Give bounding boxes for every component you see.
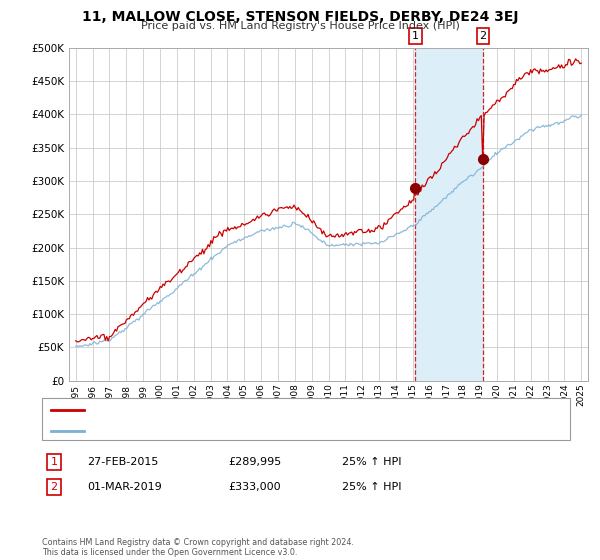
Text: 1: 1 bbox=[50, 457, 58, 467]
Text: 11, MALLOW CLOSE, STENSON FIELDS, DERBY, DE24 3EJ: 11, MALLOW CLOSE, STENSON FIELDS, DERBY,… bbox=[82, 10, 518, 24]
Text: 11, MALLOW CLOSE, STENSON FIELDS, DERBY, DE24 3EJ (detached house): 11, MALLOW CLOSE, STENSON FIELDS, DERBY,… bbox=[91, 405, 444, 415]
Text: Contains HM Land Registry data © Crown copyright and database right 2024.
This d: Contains HM Land Registry data © Crown c… bbox=[42, 538, 354, 557]
Text: 01-MAR-2019: 01-MAR-2019 bbox=[87, 482, 162, 492]
Bar bbox=[415, 48, 483, 381]
Text: 2: 2 bbox=[50, 482, 58, 492]
Text: HPI: Average price, detached house, South Derbyshire: HPI: Average price, detached house, Sout… bbox=[91, 427, 350, 436]
Text: £289,995: £289,995 bbox=[228, 457, 281, 467]
Text: 25% ↑ HPI: 25% ↑ HPI bbox=[342, 482, 401, 492]
Text: 2: 2 bbox=[479, 31, 487, 41]
Text: 1: 1 bbox=[412, 31, 419, 41]
Text: Price paid vs. HM Land Registry's House Price Index (HPI): Price paid vs. HM Land Registry's House … bbox=[140, 21, 460, 31]
Text: 25% ↑ HPI: 25% ↑ HPI bbox=[342, 457, 401, 467]
Text: £333,000: £333,000 bbox=[228, 482, 281, 492]
Text: 27-FEB-2015: 27-FEB-2015 bbox=[87, 457, 158, 467]
